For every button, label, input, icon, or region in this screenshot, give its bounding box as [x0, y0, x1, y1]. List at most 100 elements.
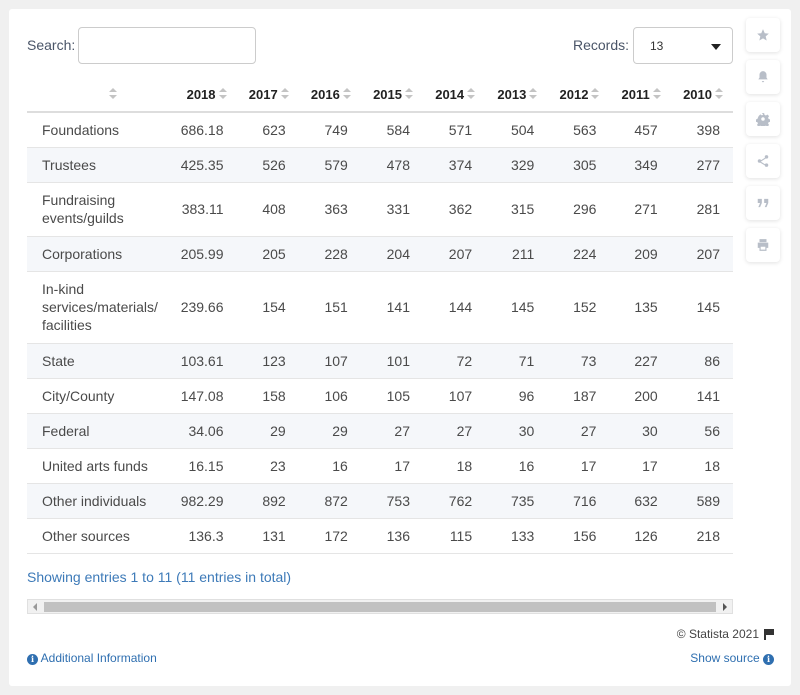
table-cell: 107	[298, 343, 361, 379]
column-header-text: 2012	[559, 87, 589, 102]
table-cell: 107	[422, 378, 486, 414]
table-cell: 211	[485, 236, 548, 272]
row-label: United arts funds	[27, 448, 167, 484]
table-row: Corporations 205.99 205 228 204 207 211 224 209 2…	[27, 236, 733, 272]
table-cell: 563	[547, 112, 610, 148]
favorite-button[interactable]	[746, 18, 780, 52]
search-input[interactable]	[78, 27, 256, 64]
scroll-left-icon[interactable]	[33, 603, 37, 611]
quote-icon	[757, 198, 769, 208]
table-row: United arts funds 16.15 23 16 17 18 16 17 17 18	[27, 448, 733, 484]
sort-icon	[715, 88, 723, 100]
info-icon: i	[763, 654, 774, 665]
entries-info: Showing entries 1 to 11 (11 entries in t…	[27, 569, 292, 585]
column-header-text: 2018	[186, 87, 216, 102]
table-cell: 72	[422, 343, 486, 379]
table-cell: 136	[360, 518, 423, 554]
column-header-text: 2017	[248, 87, 278, 102]
table-cell: 205	[236, 236, 299, 272]
table-cell: 27	[547, 413, 610, 449]
table-row: Federal 34.06 29 29 27 27 30 27 30 56	[27, 413, 733, 449]
table-row: Other sources 136.3 131 172 136 115 133 156 126 2…	[27, 518, 733, 554]
table-cell: 103.61	[167, 343, 237, 379]
table-cell: 425.35	[167, 147, 237, 183]
table-cell: 735	[485, 483, 548, 519]
table-cell: 27	[422, 413, 486, 449]
column-header-year[interactable]: 2018	[167, 78, 237, 113]
additional-information-link[interactable]: i Additional Information	[27, 651, 157, 665]
table-cell: 205.99	[167, 236, 237, 272]
share-icon	[757, 155, 769, 167]
flag-icon[interactable]	[764, 629, 774, 640]
table-cell: 228	[298, 236, 361, 272]
column-header-year[interactable]: 2011	[609, 78, 671, 113]
cite-button[interactable]	[746, 186, 780, 220]
column-header-year[interactable]: 2014	[422, 78, 486, 113]
table-cell: 349	[609, 147, 671, 183]
table-cell: 296	[547, 182, 610, 237]
row-label: Foundations	[27, 112, 167, 148]
table-cell: 579	[298, 147, 361, 183]
table-cell: 131	[236, 518, 299, 554]
column-header-year[interactable]: 2012	[547, 78, 610, 113]
horizontal-scrollbar[interactable]	[27, 599, 733, 614]
settings-button[interactable]	[746, 102, 780, 136]
star-icon	[757, 29, 769, 41]
sort-icon	[652, 88, 661, 100]
table-cell: 281	[670, 182, 733, 237]
table-cell: 96	[485, 378, 548, 414]
table-cell: 136.3	[167, 518, 237, 554]
column-header-year[interactable]: 2016	[298, 78, 361, 113]
column-header-text: 2014	[435, 87, 465, 102]
table-cell: 16	[485, 448, 548, 484]
table-cell: 172	[298, 518, 361, 554]
table-cell: 145	[670, 271, 733, 344]
row-label: Other sources	[27, 518, 167, 554]
print-icon	[757, 239, 769, 251]
table-cell: 106	[298, 378, 361, 414]
table-cell: 123	[236, 343, 299, 379]
row-label: City/County	[27, 378, 167, 414]
show-source-label: Show source	[690, 651, 760, 665]
table-cell: 227	[609, 343, 671, 379]
table-header-row: 2018 2017 2016 2015 2014 2013 2012 2011 2010	[27, 78, 733, 113]
sort-icon	[342, 88, 351, 100]
scroll-right-icon[interactable]	[723, 603, 727, 611]
table-cell: 277	[670, 147, 733, 183]
table-cell: 584	[360, 112, 423, 148]
table-cell: 30	[609, 413, 671, 449]
column-header-year[interactable]: 2017	[236, 78, 299, 113]
sort-icon	[109, 88, 117, 100]
row-label: Trustees	[27, 147, 167, 183]
scrollbar-thumb[interactable]	[44, 602, 716, 612]
table-cell: 478	[360, 147, 423, 183]
share-button[interactable]	[746, 144, 780, 178]
table-cell: 571	[422, 112, 486, 148]
table-cell: 23	[236, 448, 299, 484]
table-row: In-kind services/materials/ facilities 23…	[27, 271, 733, 344]
sort-icon	[280, 88, 289, 100]
column-header-year[interactable]: 2015	[360, 78, 423, 113]
records-select[interactable]: 13	[633, 27, 733, 64]
table-cell: 101	[360, 343, 423, 379]
notification-button[interactable]	[746, 60, 780, 94]
row-label: State	[27, 343, 167, 379]
row-label: Other individuals	[27, 483, 167, 519]
search-label: Search:	[27, 37, 76, 53]
table-cell: 29	[236, 413, 299, 449]
table-cell: 762	[422, 483, 486, 519]
table-cell: 30	[485, 413, 548, 449]
table-cell: 141	[360, 271, 423, 344]
column-header-label[interactable]	[27, 78, 167, 113]
table-cell: 151	[298, 271, 361, 344]
table-cell: 200	[609, 378, 671, 414]
records-selected-value: 13	[650, 39, 664, 53]
table-cell: 187	[547, 378, 610, 414]
table-cell: 73	[547, 343, 610, 379]
print-button[interactable]	[746, 228, 780, 262]
column-header-year[interactable]: 2013	[485, 78, 548, 113]
table-cell: 315	[485, 182, 548, 237]
additional-information-label: Additional Information	[40, 651, 157, 665]
show-source-link[interactable]: Show source i	[690, 651, 774, 665]
column-header-year[interactable]: 2010	[670, 78, 733, 113]
